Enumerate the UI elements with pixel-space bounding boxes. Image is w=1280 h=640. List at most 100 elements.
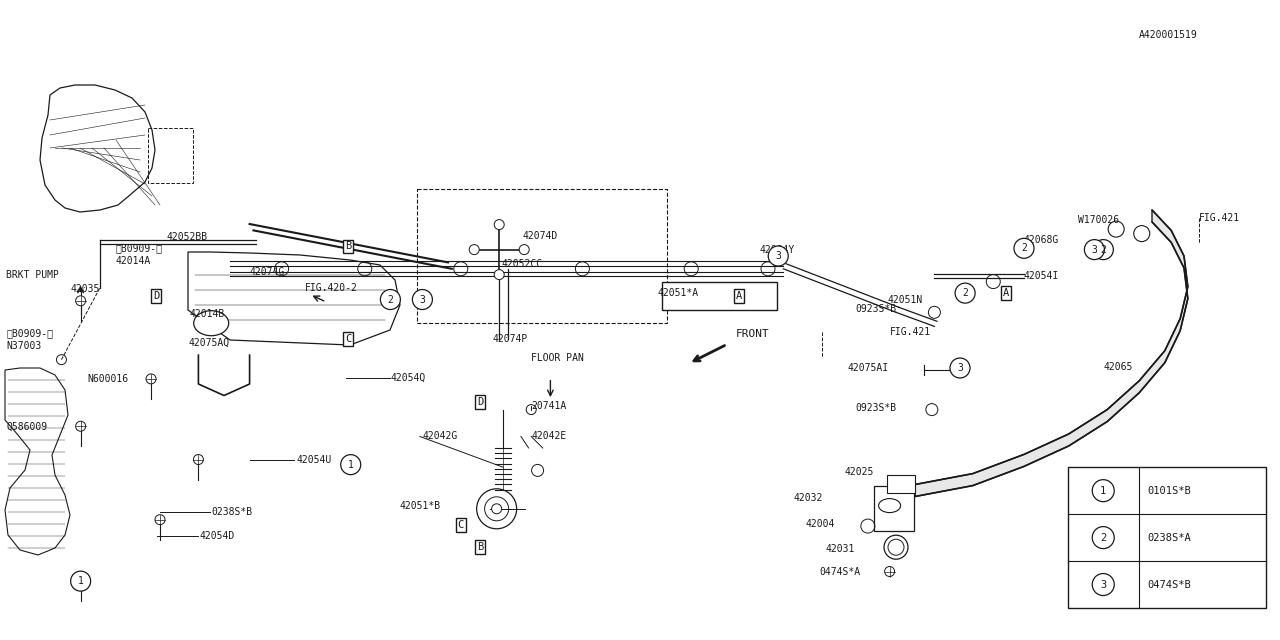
Text: N600016: N600016 xyxy=(87,374,128,384)
Bar xyxy=(662,282,777,310)
Polygon shape xyxy=(40,85,155,212)
Circle shape xyxy=(340,454,361,475)
Bar xyxy=(148,128,193,183)
Polygon shape xyxy=(188,252,401,345)
Text: 1: 1 xyxy=(348,460,353,470)
Ellipse shape xyxy=(193,310,229,336)
Text: FRONT: FRONT xyxy=(736,329,769,339)
Text: C: C xyxy=(458,520,463,530)
Text: 42084Y: 42084Y xyxy=(759,244,795,255)
Text: 2: 2 xyxy=(1021,243,1027,253)
Text: 0101S*B: 0101S*B xyxy=(1147,486,1190,495)
Bar xyxy=(874,486,914,531)
Circle shape xyxy=(1092,527,1114,548)
Ellipse shape xyxy=(878,499,901,513)
Text: 42065: 42065 xyxy=(1103,362,1133,372)
Text: 0238S*B: 0238S*B xyxy=(211,507,252,517)
Text: FIG.420-2: FIG.420-2 xyxy=(305,283,357,293)
Text: 0923S*B: 0923S*B xyxy=(855,403,896,413)
Text: BRKT PUMP: BRKT PUMP xyxy=(6,270,59,280)
Circle shape xyxy=(1014,238,1034,259)
Text: 1: 1 xyxy=(78,576,83,586)
Text: 3: 3 xyxy=(957,363,963,373)
Polygon shape xyxy=(915,210,1188,497)
Text: 42054D: 42054D xyxy=(200,531,236,541)
Text: B: B xyxy=(346,241,351,252)
Circle shape xyxy=(955,283,975,303)
Circle shape xyxy=(1092,479,1114,502)
Text: Q586009: Q586009 xyxy=(6,421,47,431)
Text: 0923S*B: 0923S*B xyxy=(855,304,896,314)
Text: 42051*B: 42051*B xyxy=(399,500,440,511)
Circle shape xyxy=(492,504,502,514)
Bar xyxy=(417,189,667,323)
Text: 2: 2 xyxy=(388,294,393,305)
Text: 42054I: 42054I xyxy=(1024,271,1060,282)
Text: 42025: 42025 xyxy=(845,467,874,477)
Text: N37003: N37003 xyxy=(6,340,42,351)
Circle shape xyxy=(1092,573,1114,596)
Text: 42052CC: 42052CC xyxy=(502,259,543,269)
Circle shape xyxy=(1084,239,1105,260)
Text: D: D xyxy=(154,291,159,301)
Circle shape xyxy=(476,489,517,529)
Text: 42051*A: 42051*A xyxy=(658,288,699,298)
Text: A: A xyxy=(1004,288,1009,298)
Text: 0474S*B: 0474S*B xyxy=(1147,580,1190,589)
Text: （B0909-）: （B0909-） xyxy=(6,328,54,338)
Bar xyxy=(1068,467,1266,608)
Circle shape xyxy=(70,571,91,591)
Text: 2: 2 xyxy=(1100,532,1106,543)
Text: FIG.421: FIG.421 xyxy=(1199,212,1240,223)
Text: 3: 3 xyxy=(1100,580,1106,589)
Circle shape xyxy=(76,296,86,306)
Text: 2: 2 xyxy=(1101,244,1106,255)
Text: 1: 1 xyxy=(1100,486,1106,495)
Text: 42042G: 42042G xyxy=(422,431,458,442)
Text: 3: 3 xyxy=(420,294,425,305)
Text: FLOOR PAN: FLOOR PAN xyxy=(531,353,584,364)
Circle shape xyxy=(380,289,401,310)
Circle shape xyxy=(76,576,86,586)
Text: 42075AI: 42075AI xyxy=(847,363,888,373)
Text: 42051N: 42051N xyxy=(887,294,923,305)
Text: 42052BB: 42052BB xyxy=(166,232,207,242)
Circle shape xyxy=(193,454,204,465)
Circle shape xyxy=(146,374,156,384)
Text: 2: 2 xyxy=(963,288,968,298)
Circle shape xyxy=(950,358,970,378)
Text: 42042E: 42042E xyxy=(531,431,567,442)
Text: 42068G: 42068G xyxy=(1024,235,1060,245)
Circle shape xyxy=(768,246,788,266)
Circle shape xyxy=(412,289,433,310)
Text: 0474S*A: 0474S*A xyxy=(819,566,860,577)
Circle shape xyxy=(155,515,165,525)
Polygon shape xyxy=(5,368,70,555)
Text: 42014B: 42014B xyxy=(189,308,225,319)
Text: A420001519: A420001519 xyxy=(1139,30,1198,40)
Circle shape xyxy=(76,421,86,431)
Text: 42074D: 42074D xyxy=(522,230,558,241)
Circle shape xyxy=(1093,239,1114,260)
Text: A: A xyxy=(736,291,741,301)
Text: 42035: 42035 xyxy=(70,284,100,294)
Text: W170026: W170026 xyxy=(1078,214,1119,225)
Bar xyxy=(887,475,915,493)
Text: 42032: 42032 xyxy=(794,493,823,503)
Text: B: B xyxy=(477,542,483,552)
Text: 42014A: 42014A xyxy=(115,256,151,266)
Text: 42074P: 42074P xyxy=(493,334,529,344)
Circle shape xyxy=(884,535,908,559)
Text: 42074G: 42074G xyxy=(250,267,285,277)
Circle shape xyxy=(520,244,529,255)
Text: 20741A: 20741A xyxy=(531,401,567,412)
Text: 42004: 42004 xyxy=(805,518,835,529)
Circle shape xyxy=(470,244,479,255)
Circle shape xyxy=(884,566,895,577)
Text: FIG.421: FIG.421 xyxy=(890,326,931,337)
Text: 42031: 42031 xyxy=(826,544,855,554)
Text: C: C xyxy=(346,334,351,344)
Text: （B0909-）: （B0909-） xyxy=(115,243,163,253)
Text: 3: 3 xyxy=(776,251,781,261)
Text: 42054U: 42054U xyxy=(297,454,333,465)
